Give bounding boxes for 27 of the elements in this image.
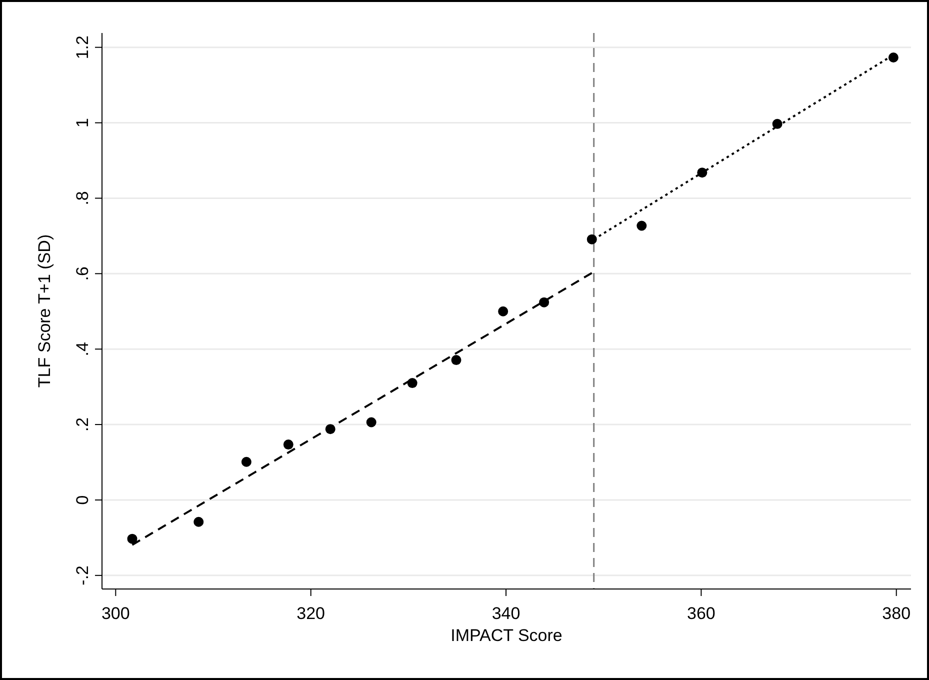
point xyxy=(772,118,782,129)
point xyxy=(636,220,647,231)
y-tick-label: .2 xyxy=(73,417,92,432)
y-tick-label: .8 xyxy=(73,191,92,206)
point xyxy=(586,234,597,244)
y-tick-label: .6 xyxy=(73,266,92,281)
x-tick-label: 380 xyxy=(882,604,911,623)
point xyxy=(283,440,294,450)
x-tick-label: 300 xyxy=(101,604,130,623)
point xyxy=(366,417,376,428)
point xyxy=(498,306,508,316)
y-axis-title: TLF Score T+1 (SD) xyxy=(35,234,54,388)
point xyxy=(451,355,462,366)
y-tick-label: 0 xyxy=(73,495,92,505)
y-tick-label: -.2 xyxy=(73,566,92,586)
point xyxy=(697,168,708,178)
point xyxy=(194,516,204,527)
x-tick-label: 360 xyxy=(687,604,716,623)
point xyxy=(241,456,252,467)
y-tick-label: .4 xyxy=(73,342,92,356)
x-axis-title: IMPACT Score xyxy=(450,626,562,645)
point xyxy=(127,534,138,544)
point xyxy=(888,52,898,63)
y-tick-label: 1 xyxy=(73,118,92,128)
y-tick-label: 1.2 xyxy=(73,36,92,60)
x-tick-label: 340 xyxy=(492,604,520,623)
x-tick-label: 320 xyxy=(296,604,326,623)
